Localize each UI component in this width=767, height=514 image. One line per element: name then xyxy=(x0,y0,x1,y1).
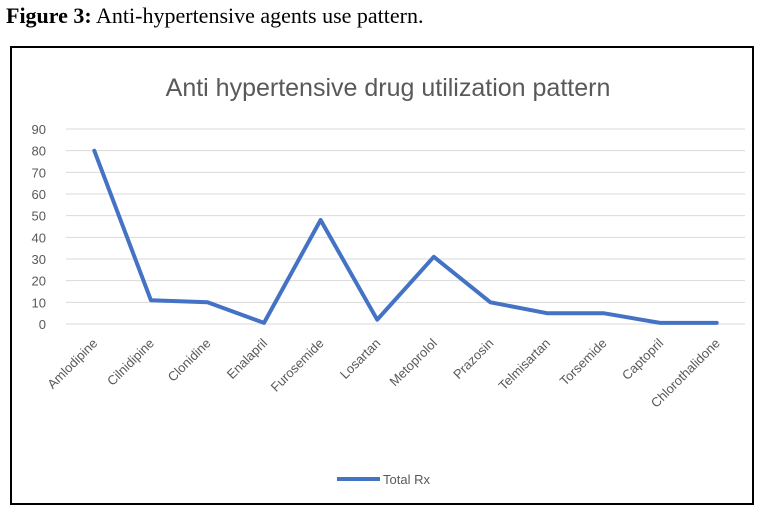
chart-title: Anti hypertensive drug utilization patte… xyxy=(166,74,611,102)
y-tick-label: 50 xyxy=(32,209,46,224)
series-line-total-rx xyxy=(92,148,719,325)
y-tick-label: 10 xyxy=(32,295,46,310)
x-tick-label: Furosemide xyxy=(268,336,327,395)
x-tick-label: Prazosin xyxy=(450,336,496,382)
y-tick-label: 70 xyxy=(32,165,46,180)
x-tick-label: Cilnidipine xyxy=(104,336,157,389)
y-tick-label: 60 xyxy=(32,187,46,202)
y-tick-label: 40 xyxy=(32,230,46,245)
x-tick-label: Amlodipine xyxy=(44,336,100,392)
y-tick-label: 20 xyxy=(32,274,46,289)
legend-label-total-rx: Total Rx xyxy=(383,472,430,487)
x-tick-label: Torsemide xyxy=(557,336,610,389)
x-tick-label: Metoprolol xyxy=(386,335,440,389)
figure-label: Figure 3: xyxy=(6,3,92,28)
figure-caption-text: Anti-hypertensive agents use pattern. xyxy=(91,3,424,28)
chart-frame: Anti hypertensive drug utilization patte… xyxy=(10,46,754,505)
x-tick-label: Clonidine xyxy=(165,336,214,385)
y-tick-label: 90 xyxy=(32,122,46,137)
figure-caption: Figure 3: Anti-hypertensive agents use p… xyxy=(6,3,424,29)
y-tick-label: 0 xyxy=(39,317,46,332)
x-tick-label: Captopril xyxy=(619,335,666,382)
x-tick-label: Losartan xyxy=(337,336,383,382)
x-tick-label: Telmisartan xyxy=(495,336,553,394)
line-chart: Anti hypertensive drug utilization patte… xyxy=(32,74,745,487)
x-axis-ticks: Amlodipine Cilnidipine Clonidine EnalaprilF… xyxy=(44,335,723,410)
gridlines xyxy=(66,128,745,325)
x-tick-label: Enalapril xyxy=(224,335,270,381)
y-tick-label: 30 xyxy=(32,252,46,267)
y-tick-label: 80 xyxy=(32,144,46,159)
y-axis-ticks: 0 10 20 30 40 50 60 70 80 90 xyxy=(32,122,46,332)
legend: Total Rx xyxy=(337,472,430,487)
